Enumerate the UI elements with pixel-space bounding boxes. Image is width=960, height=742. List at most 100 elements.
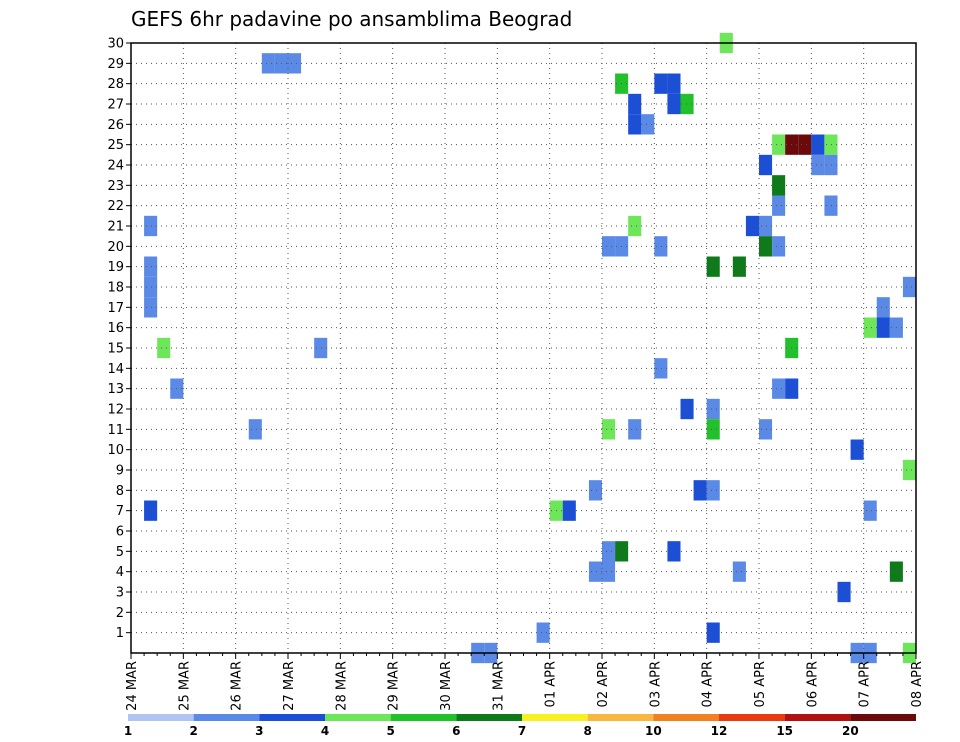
x-tick-label: 02 APR	[596, 661, 611, 707]
x-tick-label: 24 MAR	[125, 661, 140, 711]
precip-cell	[772, 378, 786, 399]
precip-cell	[693, 480, 707, 501]
colorbar-swatch	[587, 714, 654, 721]
precip-cell	[772, 175, 786, 196]
x-tick-label: 05 APR	[753, 661, 768, 707]
y-tick-label: 28	[107, 77, 124, 92]
x-tick-label: 27 MAR	[282, 661, 297, 711]
colorbar-label: 1	[124, 724, 132, 738]
precip-cell	[876, 297, 890, 318]
precip-cell	[772, 236, 786, 257]
precip-cell	[667, 73, 681, 94]
precip-cell	[144, 297, 158, 318]
colorbar-swatch	[325, 714, 391, 721]
y-tick-label: 12	[107, 403, 124, 418]
precip-cell	[824, 195, 838, 216]
precip-cell	[706, 256, 720, 277]
precip-cell	[759, 419, 773, 440]
x-tick-label: 25 MAR	[177, 661, 192, 711]
y-tick-label: 22	[107, 199, 124, 214]
y-tick-label: 13	[107, 382, 124, 397]
precip-cell	[876, 317, 890, 338]
x-tick-label: 28 MAR	[334, 661, 349, 711]
precip-cell	[706, 622, 720, 643]
precip-cell	[732, 561, 746, 582]
colorbar-swatch	[193, 714, 260, 721]
precip-cell	[144, 276, 158, 298]
colorbar-label: 4	[321, 724, 329, 738]
precip-cell	[602, 236, 616, 257]
precip-cell	[288, 53, 302, 74]
y-axis-ticks: 1234567891011121314151617181920212223242…	[107, 37, 131, 641]
y-tick-label: 8	[116, 484, 124, 499]
y-tick-label: 26	[107, 118, 124, 133]
y-tick-label: 15	[107, 342, 124, 357]
precip-cell	[759, 236, 773, 257]
colorbar-label: 8	[583, 724, 591, 738]
precip-cell	[654, 358, 668, 379]
precip-cell	[628, 93, 642, 115]
y-tick-label: 11	[107, 423, 124, 438]
precip-cell	[902, 459, 916, 481]
colorbar-swatch	[522, 714, 588, 721]
x-tick-label: 07 APR	[858, 661, 873, 707]
y-tick-label: 23	[107, 179, 124, 194]
chart-title: GEFS 6hr padavine po ansamblima Beograd	[131, 7, 572, 31]
precip-cell	[628, 114, 642, 135]
precip-cell	[314, 337, 328, 359]
y-tick-label: 27	[107, 98, 124, 113]
colorbar-swatch	[390, 714, 457, 721]
x-tick-label: 03 APR	[648, 661, 663, 707]
precip-cell	[602, 561, 616, 582]
precip-cell	[902, 276, 916, 298]
precip-cell	[654, 236, 668, 257]
y-tick-label: 14	[107, 362, 124, 377]
x-tick-label: 26 MAR	[230, 661, 245, 711]
precip-cell	[602, 541, 616, 562]
precip-cell	[706, 480, 720, 501]
y-tick-label: 2	[116, 606, 124, 621]
y-tick-label: 16	[107, 321, 124, 336]
precip-cell	[759, 154, 773, 176]
colorbar-swatch	[456, 714, 522, 721]
colorbar-label: 5	[386, 724, 394, 738]
colorbar-swatch	[784, 714, 851, 721]
precip-cell	[667, 541, 681, 562]
precip-cell	[863, 317, 877, 338]
precip-cell	[680, 398, 694, 420]
y-tick-label: 9	[116, 464, 124, 479]
x-tick-label: 04 APR	[701, 661, 716, 707]
y-tick-label: 24	[107, 159, 124, 174]
precip-cell	[536, 622, 550, 643]
precip-cell	[745, 215, 759, 237]
precip-cell	[588, 561, 602, 582]
y-tick-label: 4	[116, 565, 124, 580]
cells-layer	[144, 32, 916, 664]
colorbar-label: 10	[645, 724, 662, 738]
precip-cell	[706, 419, 720, 440]
precip-cell	[863, 500, 877, 521]
precip-cell	[837, 581, 851, 603]
colorbar-swatch	[259, 714, 325, 721]
precip-cell	[261, 53, 275, 74]
precip-cell	[772, 195, 786, 216]
colorbar-label: 15	[776, 724, 793, 738]
y-tick-label: 18	[107, 281, 124, 296]
precip-cell	[824, 154, 838, 176]
precip-cell	[850, 439, 864, 460]
precip-cell	[772, 134, 786, 155]
precip-cell	[667, 93, 681, 115]
precip-cell	[588, 480, 602, 501]
colorbar-swatch	[653, 714, 719, 721]
precip-cell	[641, 114, 655, 135]
precip-cell	[732, 256, 746, 277]
precip-cell	[562, 500, 576, 521]
x-tick-label: 08 APR	[910, 661, 925, 707]
colorbar-label: 6	[452, 724, 460, 738]
precip-cell	[759, 215, 773, 237]
precip-cell	[654, 73, 668, 94]
colorbar-legend: 1 2 3 4 5 6 7 8 10 12 15 20	[124, 714, 916, 738]
grid-layer	[131, 43, 916, 653]
x-tick-label: 06 APR	[805, 661, 820, 707]
y-tick-label: 30	[107, 37, 124, 52]
